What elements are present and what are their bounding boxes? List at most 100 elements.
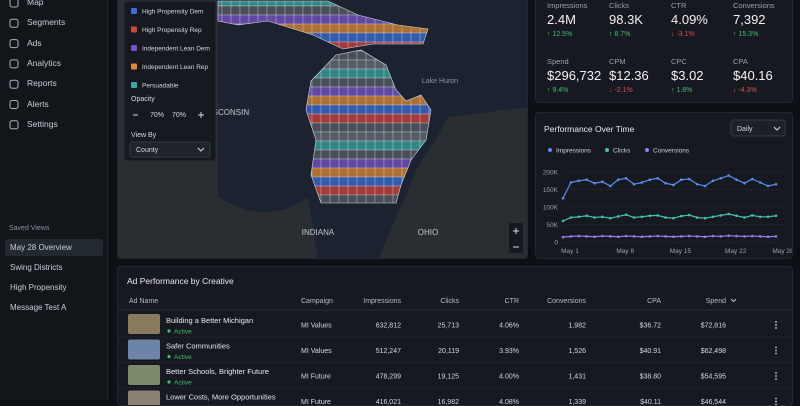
column-header[interactable]: CTR [505,298,519,305]
county[interactable] [321,132,330,141]
menu-dot[interactable] [775,353,777,355]
county[interactable] [339,168,348,177]
county[interactable] [357,168,366,177]
county[interactable] [393,168,402,177]
county[interactable] [321,123,330,132]
county[interactable] [222,6,231,15]
county[interactable] [348,33,357,42]
county[interactable] [357,24,366,33]
county[interactable] [348,114,357,123]
county[interactable] [348,195,357,204]
county[interactable] [384,33,393,42]
county[interactable] [276,6,285,15]
county[interactable] [357,186,366,195]
saved-view[interactable]: May 28 Overview [10,243,72,252]
county[interactable] [321,186,330,195]
county[interactable] [393,96,402,105]
county[interactable] [384,24,393,33]
menu-dot[interactable] [775,375,777,377]
nav-item[interactable]: Analytics [27,58,61,68]
county[interactable] [384,186,393,195]
county[interactable] [366,132,375,141]
menu-dot[interactable] [775,321,777,323]
county[interactable] [321,24,330,33]
county[interactable] [240,15,249,24]
county[interactable] [312,105,321,114]
county[interactable] [303,6,312,15]
county[interactable] [348,177,357,186]
column-header[interactable]: Conversions [547,298,586,305]
county[interactable] [357,33,366,42]
county[interactable] [375,150,384,159]
menu-dot[interactable] [775,401,777,403]
county[interactable] [330,87,339,96]
menu-dot[interactable] [775,404,777,406]
county[interactable] [357,195,366,204]
county[interactable] [393,159,402,168]
county[interactable] [339,141,348,150]
county[interactable] [231,6,240,15]
county[interactable] [339,87,348,96]
county[interactable] [312,6,321,15]
county[interactable] [393,114,402,123]
county[interactable] [375,195,384,204]
county[interactable] [375,114,384,123]
county[interactable] [321,69,330,78]
county[interactable] [321,114,330,123]
county[interactable] [240,6,249,15]
county[interactable] [348,168,357,177]
county[interactable] [321,78,330,87]
county[interactable] [339,195,348,204]
county[interactable] [411,141,420,150]
county[interactable] [348,60,357,69]
county[interactable] [384,132,393,141]
county[interactable] [339,132,348,141]
county[interactable] [321,105,330,114]
menu-dot[interactable] [775,350,777,352]
county[interactable] [339,150,348,159]
county[interactable] [411,132,420,141]
county[interactable] [330,114,339,123]
county[interactable] [375,177,384,186]
county[interactable] [330,141,339,150]
county[interactable] [357,132,366,141]
county[interactable] [357,141,366,150]
county[interactable] [366,87,375,96]
menu-dot[interactable] [775,324,777,326]
menu-dot[interactable] [775,372,777,374]
county[interactable] [348,141,357,150]
county[interactable] [321,177,330,186]
county[interactable] [375,33,384,42]
county[interactable] [231,15,240,24]
county[interactable] [420,114,429,123]
menu-dot[interactable] [775,327,777,329]
nav-item[interactable]: Alerts [27,99,49,109]
county[interactable] [366,78,375,87]
nav-item[interactable]: Reports [27,78,57,88]
county[interactable] [330,6,339,15]
county[interactable] [312,123,321,132]
column-header[interactable]: Spend [706,298,726,305]
county[interactable] [321,141,330,150]
county[interactable] [366,24,375,33]
county[interactable] [330,177,339,186]
county[interactable] [321,87,330,96]
county[interactable] [267,6,276,15]
nav-item[interactable]: Segments [27,17,65,27]
county[interactable] [402,105,411,114]
nav-item[interactable]: Settings [27,119,58,129]
county[interactable] [366,195,375,204]
nav-item[interactable]: Map [27,0,44,7]
county[interactable] [393,141,402,150]
saved-view[interactable]: Message Test A [10,303,66,312]
county[interactable] [357,87,366,96]
county[interactable] [402,123,411,132]
county[interactable] [330,96,339,105]
county[interactable] [348,69,357,78]
county[interactable] [312,24,321,33]
county[interactable] [330,132,339,141]
menu-dot[interactable] [775,378,777,380]
county[interactable] [411,105,420,114]
county[interactable] [375,105,384,114]
county[interactable] [375,96,384,105]
